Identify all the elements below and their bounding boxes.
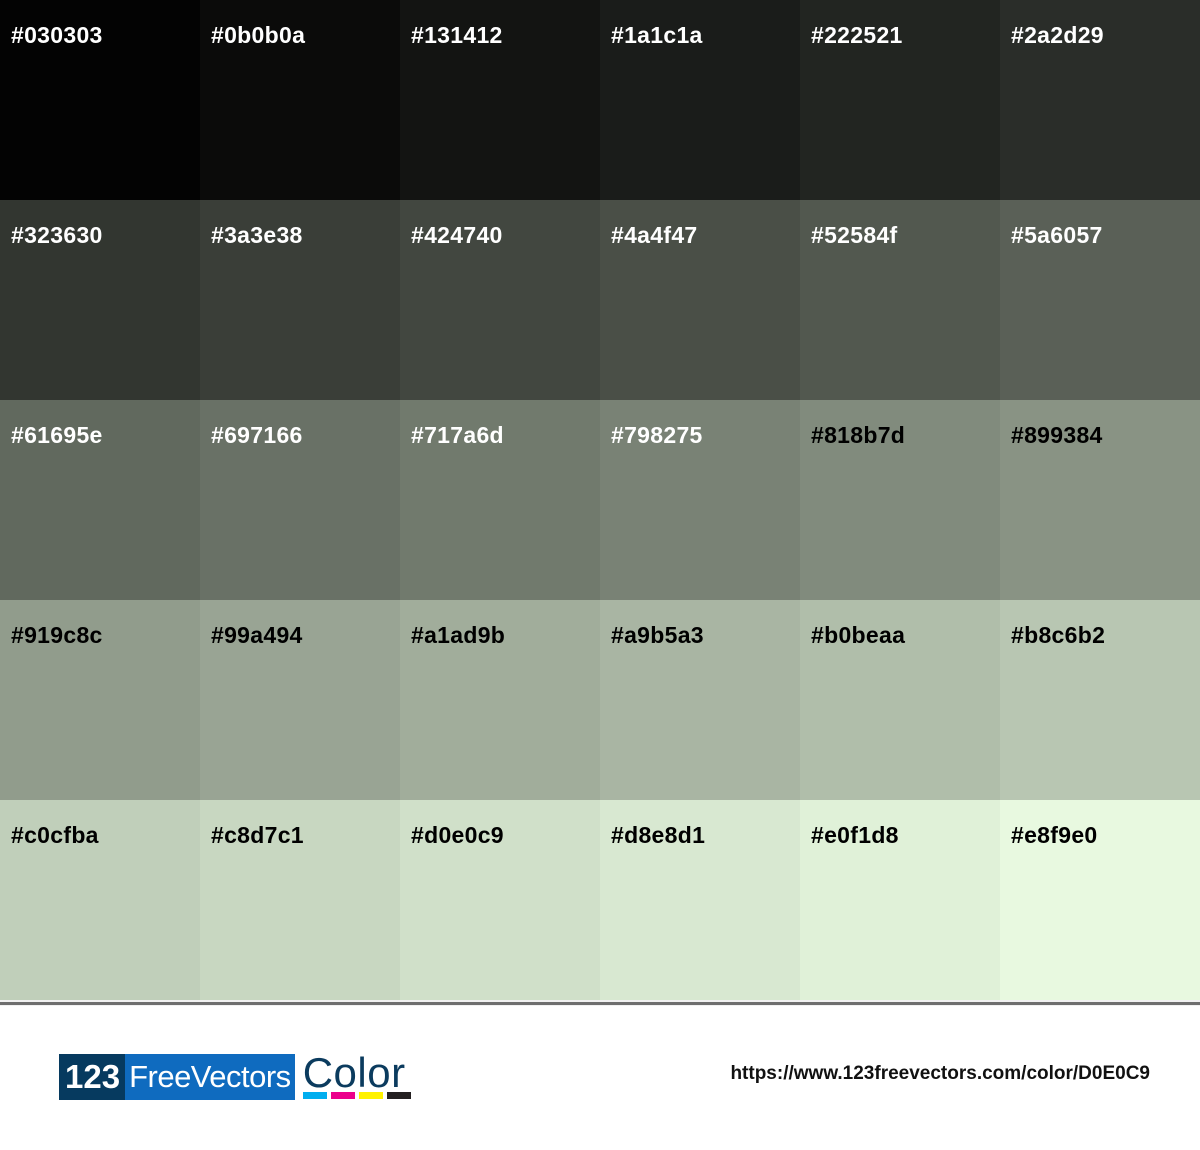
color-swatch: #e8f9e0 xyxy=(1000,800,1200,1000)
swatch-hex-label: #52584f xyxy=(811,222,898,248)
color-swatch: #798275 xyxy=(600,400,800,600)
color-swatch: #222521 xyxy=(800,0,1000,200)
swatch-hex-label: #b8c6b2 xyxy=(1011,622,1106,648)
color-swatch: #61695e xyxy=(0,400,200,600)
color-swatch: #99a494 xyxy=(200,600,400,800)
cmyk-bar xyxy=(302,1092,327,1099)
swatch-hex-label: #4a4f47 xyxy=(611,222,698,248)
color-swatch: #5a6057 xyxy=(1000,200,1200,400)
footer-divider xyxy=(0,1000,1200,1006)
color-swatch: #2a2d29 xyxy=(1000,0,1200,200)
swatch-hex-label: #a1ad9b xyxy=(411,622,506,648)
cmyk-bar xyxy=(330,1092,355,1099)
color-swatch: #818b7d xyxy=(800,400,1000,600)
color-swatch: #1a1c1a xyxy=(600,0,800,200)
cmyk-bar xyxy=(386,1092,411,1099)
swatch-hex-label: #61695e xyxy=(11,422,103,448)
color-swatch: #b0beaa xyxy=(800,600,1000,800)
color-swatch: #a1ad9b xyxy=(400,600,600,800)
swatch-hex-label: #919c8c xyxy=(11,622,103,648)
color-swatch: #030303 xyxy=(0,0,200,200)
swatch-hex-label: #798275 xyxy=(611,422,703,448)
color-swatch: #c0cfba xyxy=(0,800,200,1000)
swatch-hex-label: #717a6d xyxy=(411,422,504,448)
swatch-hex-label: #0b0b0a xyxy=(211,22,306,48)
logo-cmyk-bars xyxy=(302,1092,411,1099)
color-swatch: #899384 xyxy=(1000,400,1200,600)
swatch-hex-label: #818b7d xyxy=(811,422,906,448)
swatch-hex-label: #a9b5a3 xyxy=(611,622,704,648)
logo-123: 123 xyxy=(59,1054,126,1100)
swatch-hex-label: #131412 xyxy=(411,22,503,48)
color-swatch: #717a6d xyxy=(400,400,600,600)
color-swatch: #d8e8d1 xyxy=(600,800,800,1000)
swatch-hex-label: #424740 xyxy=(411,222,503,248)
swatch-hex-label: #222521 xyxy=(811,22,903,48)
swatch-hex-label: #323630 xyxy=(11,222,103,248)
color-swatch: #131412 xyxy=(400,0,600,200)
swatch-hex-label: #e8f9e0 xyxy=(1011,822,1098,848)
swatch-hex-label: #3a3e38 xyxy=(211,222,303,248)
swatch-hex-label: #d0e0c9 xyxy=(411,822,504,848)
color-swatch: #c8d7c1 xyxy=(200,800,400,1000)
swatch-hex-label: #c0cfba xyxy=(11,822,99,848)
logo-color: Color xyxy=(302,1049,406,1096)
swatch-hex-label: #99a494 xyxy=(211,622,303,648)
color-swatch: #a9b5a3 xyxy=(600,600,800,800)
color-swatch: #0b0b0a xyxy=(200,0,400,200)
color-swatch: #424740 xyxy=(400,200,600,400)
page-url[interactable]: https://www.123freevectors.com/color/D0E… xyxy=(730,1063,1150,1084)
swatch-hex-label: #1a1c1a xyxy=(611,22,703,48)
swatch-hex-label: #899384 xyxy=(1011,422,1103,448)
logo-freevectors: FreeVectors xyxy=(125,1054,295,1100)
swatch-hex-label: #697166 xyxy=(211,422,303,448)
swatch-hex-label: #e0f1d8 xyxy=(811,822,899,848)
cmyk-bar xyxy=(358,1092,383,1099)
color-swatch: #4a4f47 xyxy=(600,200,800,400)
swatch-hex-label: #b0beaa xyxy=(811,622,906,648)
color-swatch: #919c8c xyxy=(0,600,200,800)
swatch-hex-label: #d8e8d1 xyxy=(611,822,706,848)
color-swatch: #b8c6b2 xyxy=(1000,600,1200,800)
logo[interactable]: 123 FreeVectors Color xyxy=(59,1049,411,1100)
swatch-hex-label: #030303 xyxy=(11,22,103,48)
swatch-hex-label: #2a2d29 xyxy=(1011,22,1104,48)
swatch-hex-label: #5a6057 xyxy=(1011,222,1103,248)
color-swatch: #e0f1d8 xyxy=(800,800,1000,1000)
color-swatch: #323630 xyxy=(0,200,200,400)
swatch-hex-label: #c8d7c1 xyxy=(211,822,304,848)
color-swatch: #3a3e38 xyxy=(200,200,400,400)
color-swatch: #697166 xyxy=(200,400,400,600)
color-swatch: #52584f xyxy=(800,200,1000,400)
color-swatch: #d0e0c9 xyxy=(400,800,600,1000)
color-swatch-grid: #030303 #0b0b0a #131412 #1a1c1a #222521 #2a2d… xyxy=(0,0,1200,1000)
